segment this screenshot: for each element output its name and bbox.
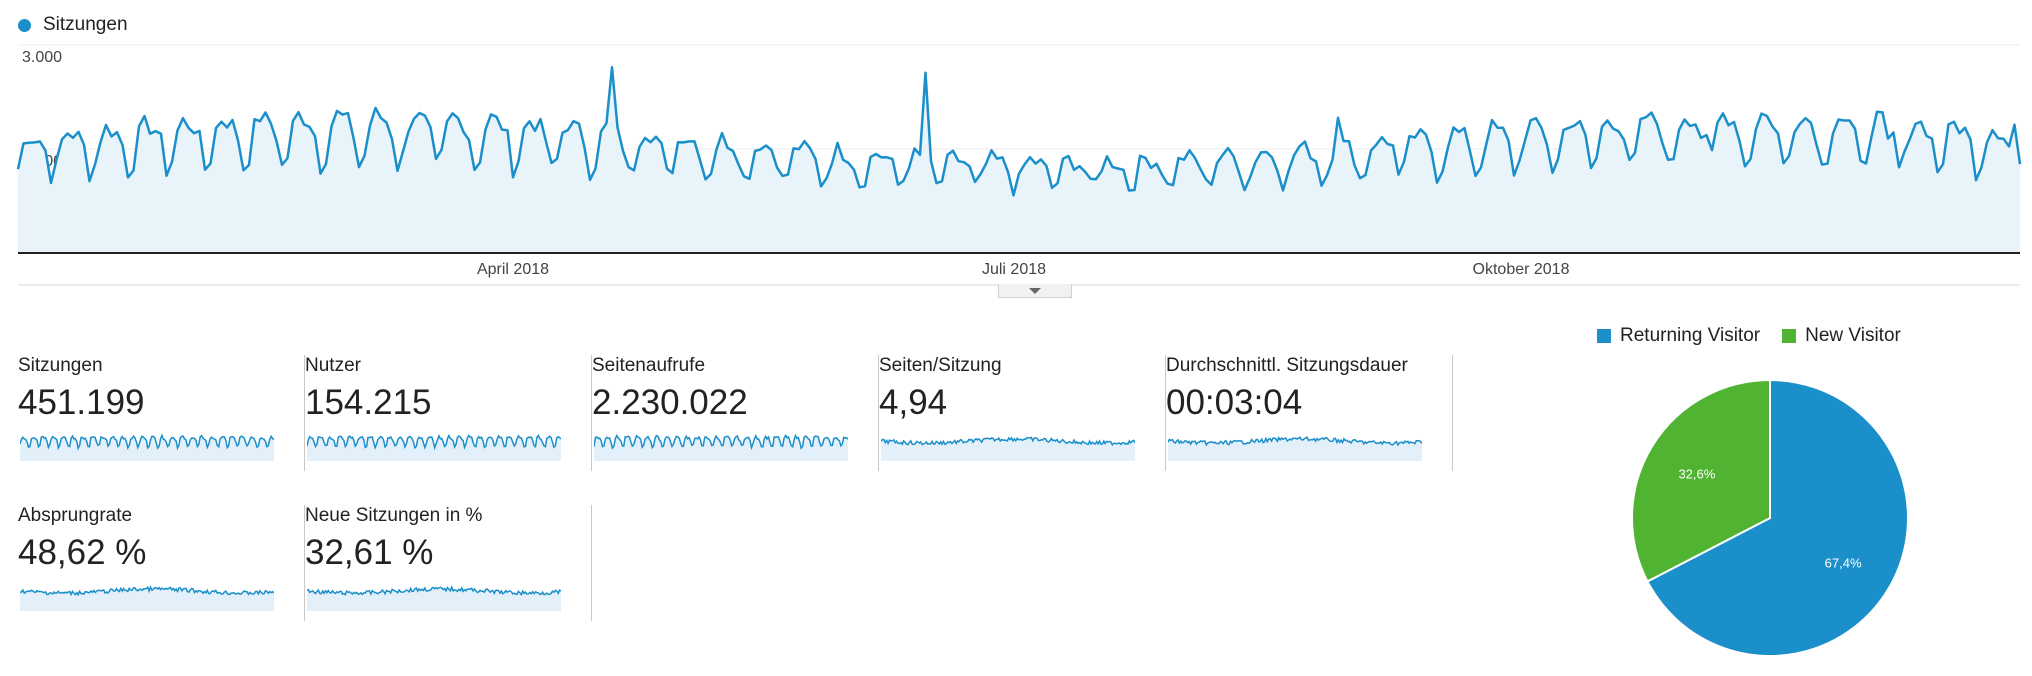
metric-absprungrate[interactable]: Absprungrate 48,62 % [18, 505, 305, 621]
metric-label: Neue Sitzungen in % [305, 505, 483, 526]
metric-value: 48,62 % [18, 533, 147, 572]
pie-slice-label: 67,4% [1825, 556, 1862, 571]
pie-slice-returning[interactable] [1646, 378, 1909, 657]
metric-sparkline [594, 433, 848, 461]
metric-sparkline [307, 584, 561, 611]
divider [591, 505, 592, 621]
metric-value: 154.215 [305, 383, 432, 422]
legend-item-returning[interactable]: Returning Visitor [1597, 325, 1760, 347]
chevron-down-icon [1029, 287, 1041, 294]
divider [304, 505, 305, 621]
metric-label: Sitzungen [18, 355, 103, 376]
pie-slice-new[interactable] [1631, 378, 1771, 583]
metric-value: 4,94 [879, 383, 948, 422]
metric-label: Nutzer [305, 355, 361, 376]
metric-sparkline [20, 585, 274, 611]
divider [1452, 355, 1453, 471]
metric-sparkline [307, 433, 561, 461]
pie-slice-label: 32,6% [1678, 467, 1715, 482]
metric-value: 00:03:04 [1166, 383, 1303, 422]
sparkline-line [20, 585, 274, 597]
metric-label: Durchschnittl. Sitzungsdauer [1166, 355, 1408, 376]
y-tick-3000: 3.000 [22, 49, 63, 66]
metric-sitzungsdauer[interactable]: Durchschnittl. Sitzungsdauer 00:03:04 [1166, 355, 1453, 471]
sparkline-line [594, 433, 848, 451]
metric-seitenaufrufe[interactable]: Seitenaufrufe 2.230.022 [592, 355, 879, 471]
visitor-pie-chart[interactable]: 67,4% 32,6% [1620, 368, 1920, 668]
legend-label-sitzungen: Sitzungen [43, 14, 128, 35]
sparkline-area [1168, 437, 1422, 461]
metric-value: 32,61 % [305, 533, 434, 572]
pie-legend[interactable]: Returning Visitor New Visitor [1597, 325, 1923, 347]
sessions-line-chart[interactable] [0, 0, 2032, 290]
sparkline-area [307, 587, 561, 611]
metric-label: Seiten/Sitzung [879, 355, 1002, 376]
metric-neue-sitzungen[interactable]: Neue Sitzungen in % 32,61 % [305, 505, 592, 621]
sparkline-line [881, 436, 1135, 447]
x-tick-oktober: Oktober 2018 [1472, 261, 1570, 278]
sparkline-line [20, 433, 274, 451]
x-tick-april: April 2018 [476, 261, 550, 278]
metric-sitzungen[interactable]: Sitzungen 451.199 [18, 355, 305, 471]
legend-label: Returning Visitor [1620, 325, 1761, 346]
sparkline-area [20, 587, 274, 611]
sparkline-line [1168, 435, 1422, 447]
legend-swatch [1597, 329, 1611, 343]
sparkline-line [307, 584, 561, 597]
metric-sparkline [881, 436, 1135, 461]
x-tick-juli: Juli 2018 [981, 261, 1047, 278]
chart-legend[interactable]: Sitzungen [18, 14, 128, 36]
sparkline-area [307, 435, 561, 461]
metric-sparkline [1168, 435, 1422, 461]
divider [1165, 355, 1166, 471]
metric-nutzer[interactable]: Nutzer 154.215 [305, 355, 592, 471]
legend-swatch [1782, 329, 1797, 343]
metric-label: Seitenaufrufe [592, 355, 706, 376]
divider [878, 355, 879, 471]
legend-label: New Visitor [1805, 325, 1901, 346]
sparkline-line [307, 433, 561, 451]
metric-value: 2.230.022 [592, 383, 748, 422]
metric-seiten-pro-sitzung[interactable]: Seiten/Sitzung 4,94 [879, 355, 1166, 471]
metric-sparkline [20, 433, 274, 461]
metric-value: 451.199 [18, 383, 145, 422]
legend-item-new[interactable]: New Visitor [1782, 325, 1901, 347]
divider [591, 355, 592, 471]
sparkline-area [594, 435, 848, 461]
sessions-line [16, 65, 2022, 197]
divider [304, 355, 305, 471]
expand-chart-button[interactable] [998, 284, 1072, 298]
sessions-area [18, 67, 2020, 253]
series-color-dot [18, 18, 31, 32]
metric-label: Absprungrate [18, 505, 133, 526]
